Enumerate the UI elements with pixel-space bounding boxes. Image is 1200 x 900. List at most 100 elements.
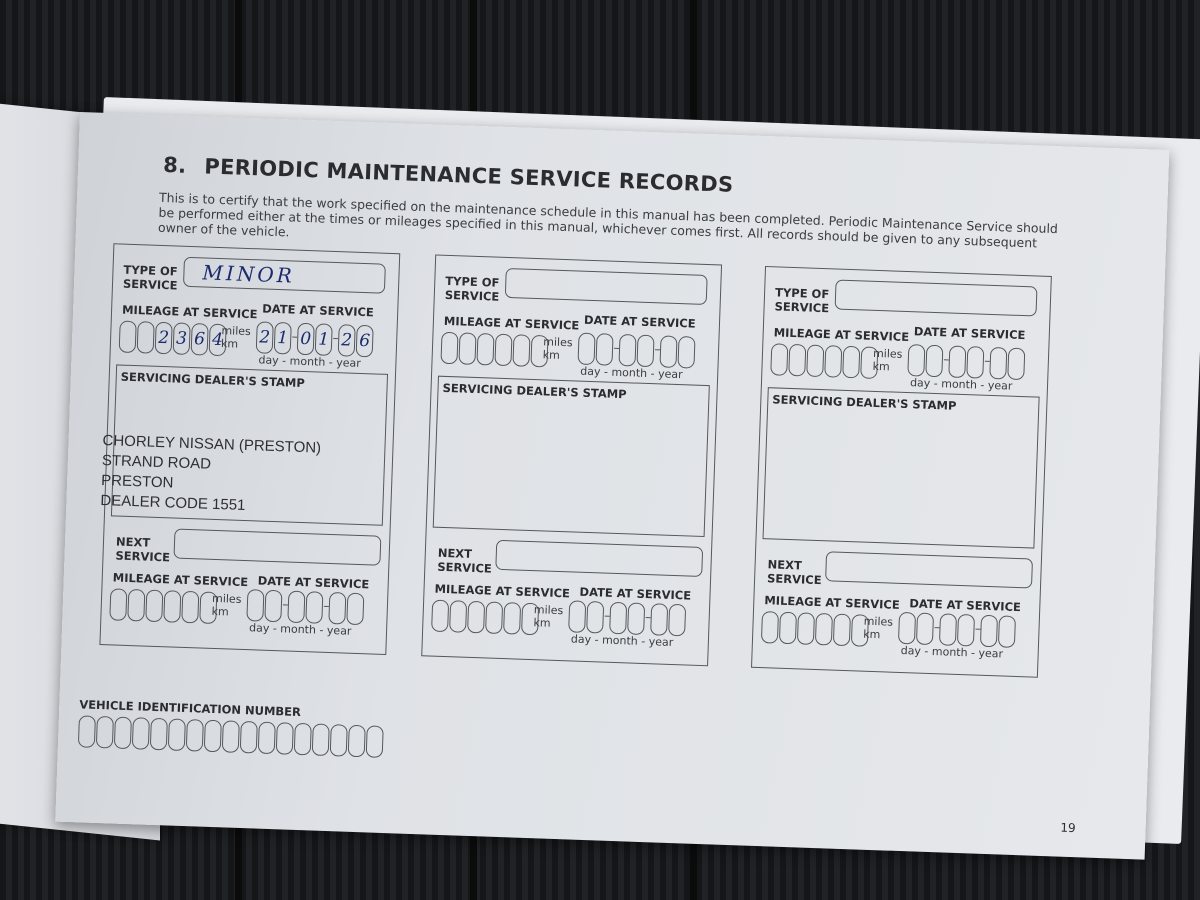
date-digit[interactable] [938, 613, 958, 646]
date-digit[interactable]: 2 [255, 321, 274, 354]
date-digit[interactable] [948, 345, 967, 379]
next-date-field[interactable] [897, 611, 1017, 648]
mileage-digit[interactable] [118, 320, 137, 354]
vin-field[interactable] [77, 715, 385, 758]
date-digit[interactable] [627, 602, 646, 636]
mileage-digit[interactable] [136, 321, 155, 354]
date-digit[interactable] [668, 603, 687, 637]
next-mileage-field[interactable] [109, 588, 218, 625]
date-digit[interactable] [659, 335, 678, 368]
date-digit[interactable] [907, 344, 926, 377]
mileage-digit[interactable] [458, 332, 477, 365]
next-date-field[interactable] [568, 600, 687, 637]
mileage-digit[interactable] [832, 613, 851, 647]
vin-digit[interactable] [347, 724, 366, 758]
date-digit[interactable] [246, 589, 265, 622]
mileage-digit[interactable] [512, 334, 531, 367]
mileage-digit[interactable] [770, 343, 789, 376]
vin-digit[interactable] [149, 717, 168, 751]
mileage-field[interactable] [440, 331, 549, 368]
vin-digit[interactable] [77, 715, 96, 748]
date-digit[interactable] [915, 612, 935, 646]
next-service-field[interactable] [173, 528, 382, 566]
date-digit[interactable] [897, 611, 917, 645]
mileage-digit[interactable] [788, 343, 807, 377]
date-digit[interactable] [956, 613, 976, 647]
vin-digit[interactable] [113, 716, 132, 750]
date-digit[interactable]: 1 [314, 323, 333, 356]
date-digit[interactable] [979, 614, 998, 648]
date-digit[interactable] [636, 334, 655, 368]
vin-digit[interactable] [185, 719, 204, 752]
date-digit[interactable] [287, 590, 306, 624]
date-digit[interactable] [966, 346, 985, 379]
vin-digit[interactable] [293, 722, 312, 756]
mileage-field[interactable] [770, 343, 879, 379]
date-digit[interactable]: 1 [273, 321, 292, 355]
type-of-service-field[interactable]: MINOR [182, 256, 386, 294]
vin-digit[interactable] [95, 715, 114, 749]
date-digit[interactable] [328, 591, 347, 625]
date-digit[interactable] [618, 333, 637, 367]
mileage-digit[interactable]: 3 [172, 322, 191, 355]
date-digit[interactable] [586, 601, 605, 634]
date-digit[interactable] [650, 603, 669, 636]
mileage-digit[interactable] [467, 600, 486, 634]
next-service-field[interactable] [825, 551, 1033, 589]
vin-digit[interactable] [365, 725, 384, 758]
date-field[interactable] [577, 332, 696, 369]
date-digit[interactable] [925, 344, 944, 378]
mileage-digit[interactable] [163, 590, 182, 623]
date-digit[interactable]: 6 [355, 324, 374, 358]
next-service-field[interactable] [495, 539, 704, 577]
type-of-service-field[interactable] [834, 279, 1038, 317]
date-digit[interactable] [677, 336, 696, 369]
next-mileage-field[interactable] [760, 611, 870, 647]
mileage-digit[interactable] [760, 611, 779, 644]
mileage-digit[interactable] [476, 333, 495, 366]
date-digit[interactable] [1007, 347, 1026, 381]
vin-digit[interactable] [239, 720, 258, 754]
mileage-digit[interactable]: 6 [190, 323, 209, 356]
mileage-digit[interactable] [842, 345, 861, 379]
mileage-digit[interactable] [503, 602, 522, 635]
date-digit[interactable] [989, 346, 1008, 380]
date-digit[interactable]: 2 [337, 324, 356, 357]
date-digit[interactable] [609, 601, 628, 635]
vin-digit[interactable] [257, 721, 276, 755]
mileage-digit[interactable] [145, 589, 164, 623]
vin-digit[interactable] [203, 719, 222, 753]
mileage-digit[interactable] [806, 344, 825, 378]
date-digit[interactable] [568, 600, 587, 633]
mileage-digit[interactable]: 2 [154, 321, 173, 355]
vin-digit[interactable] [131, 717, 150, 750]
vin-digit[interactable] [221, 720, 240, 753]
next-date-field[interactable] [246, 589, 365, 626]
mileage-digit[interactable] [449, 600, 468, 633]
vin-digit[interactable] [167, 718, 186, 752]
mileage-digit[interactable] [440, 331, 459, 365]
mileage-digit[interactable] [127, 588, 146, 622]
date-digit[interactable] [305, 591, 324, 624]
mileage-digit[interactable] [796, 612, 815, 645]
date-digit[interactable] [997, 615, 1016, 648]
date-digit[interactable] [346, 592, 365, 626]
vin-digit[interactable] [329, 724, 348, 757]
date-digit[interactable] [264, 589, 283, 623]
date-digit[interactable] [577, 332, 596, 366]
date-digit[interactable] [595, 333, 614, 366]
next-mileage-field[interactable] [431, 599, 540, 636]
mileage-digit[interactable] [431, 599, 450, 633]
mileage-digit[interactable] [181, 590, 200, 624]
mileage-digit[interactable] [485, 601, 504, 635]
type-of-service-field[interactable] [504, 267, 708, 305]
mileage-digit[interactable] [778, 611, 797, 645]
date-digit[interactable]: 0 [296, 322, 315, 356]
date-field[interactable] [907, 344, 1026, 381]
vin-digit[interactable] [311, 723, 330, 757]
mileage-digit[interactable] [109, 588, 128, 621]
mileage-digit[interactable] [814, 612, 833, 646]
mileage-digit[interactable] [824, 345, 843, 378]
